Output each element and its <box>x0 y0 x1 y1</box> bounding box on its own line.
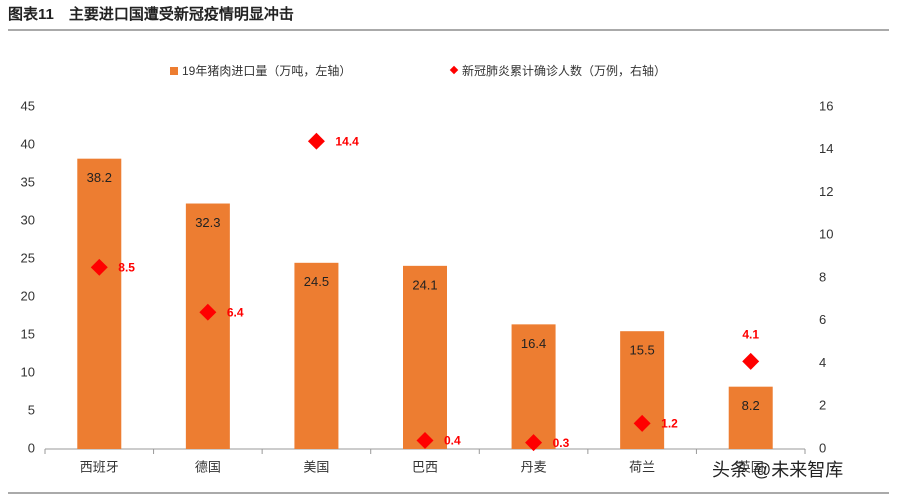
bar <box>403 265 447 449</box>
point-value-label: 4.1 <box>742 328 759 342</box>
bar <box>728 386 773 449</box>
chart-title: 图表11 主要进口国遭受新冠疫情明显冲击 <box>8 5 294 23</box>
y-tick-label: 45 <box>21 98 35 113</box>
y2-tick-label: 14 <box>819 141 833 156</box>
bar-value-label: 38.2 <box>87 170 112 185</box>
legend-label: 新冠肺炎累计确诊人数（万例，右轴） <box>462 63 666 78</box>
y2-tick-label: 10 <box>819 227 833 242</box>
x-tick-label: 英国 <box>738 459 764 474</box>
legend-label: 19年猪肉进口量（万吨，左轴） <box>182 63 351 78</box>
point-value-label: 6.4 <box>227 305 244 319</box>
x-tick-label: 美国 <box>303 459 329 474</box>
bar-value-label: 24.1 <box>412 277 437 292</box>
watermark: 头条 @未来智库 <box>712 460 843 480</box>
point <box>307 132 325 150</box>
y2-tick-label: 16 <box>819 98 833 113</box>
x-tick-label: 德国 <box>195 459 221 474</box>
legend-swatch <box>170 67 178 75</box>
y-tick-label: 30 <box>21 212 35 227</box>
point-value-label: 8.5 <box>118 260 135 274</box>
y2-tick-label: 8 <box>819 269 826 284</box>
bar-value-label: 32.3 <box>195 215 220 230</box>
bar <box>77 158 122 449</box>
point <box>199 303 217 321</box>
y-tick-label: 40 <box>21 136 35 151</box>
bar <box>294 262 339 449</box>
bar <box>185 203 230 449</box>
point <box>525 434 543 452</box>
y2-tick-label: 6 <box>819 312 826 327</box>
point <box>633 414 651 432</box>
y-tick-label: 5 <box>28 402 35 417</box>
x-tick-label: 西班牙 <box>80 459 119 474</box>
bar-value-label: 16.4 <box>521 336 546 351</box>
y-tick-label: 35 <box>21 174 35 189</box>
y-tick-label: 0 <box>28 440 35 455</box>
y-tick-label: 20 <box>21 288 35 303</box>
point <box>742 352 760 370</box>
point-value-label: 1.2 <box>661 417 678 431</box>
y-tick-label: 15 <box>21 326 35 341</box>
point <box>90 258 108 276</box>
bar-value-label: 8.2 <box>742 398 760 413</box>
point-value-label: 14.4 <box>335 134 359 148</box>
y-tick-label: 10 <box>21 364 35 379</box>
y2-tick-label: 0 <box>819 440 826 455</box>
legend-swatch <box>449 65 459 75</box>
bar <box>511 324 556 449</box>
point-value-label: 0.4 <box>444 434 461 448</box>
point <box>416 431 434 449</box>
bar-value-label: 24.5 <box>304 274 329 289</box>
point-value-label: 0.3 <box>553 436 570 450</box>
x-tick-label: 荷兰 <box>629 459 655 474</box>
x-tick-label: 丹麦 <box>521 459 547 474</box>
bar-value-label: 15.5 <box>629 343 654 358</box>
x-tick-label: 巴西 <box>412 459 438 474</box>
y2-tick-label: 2 <box>819 398 826 413</box>
y2-tick-label: 12 <box>819 184 833 199</box>
y2-tick-label: 4 <box>819 355 826 370</box>
y-tick-label: 25 <box>21 250 35 265</box>
